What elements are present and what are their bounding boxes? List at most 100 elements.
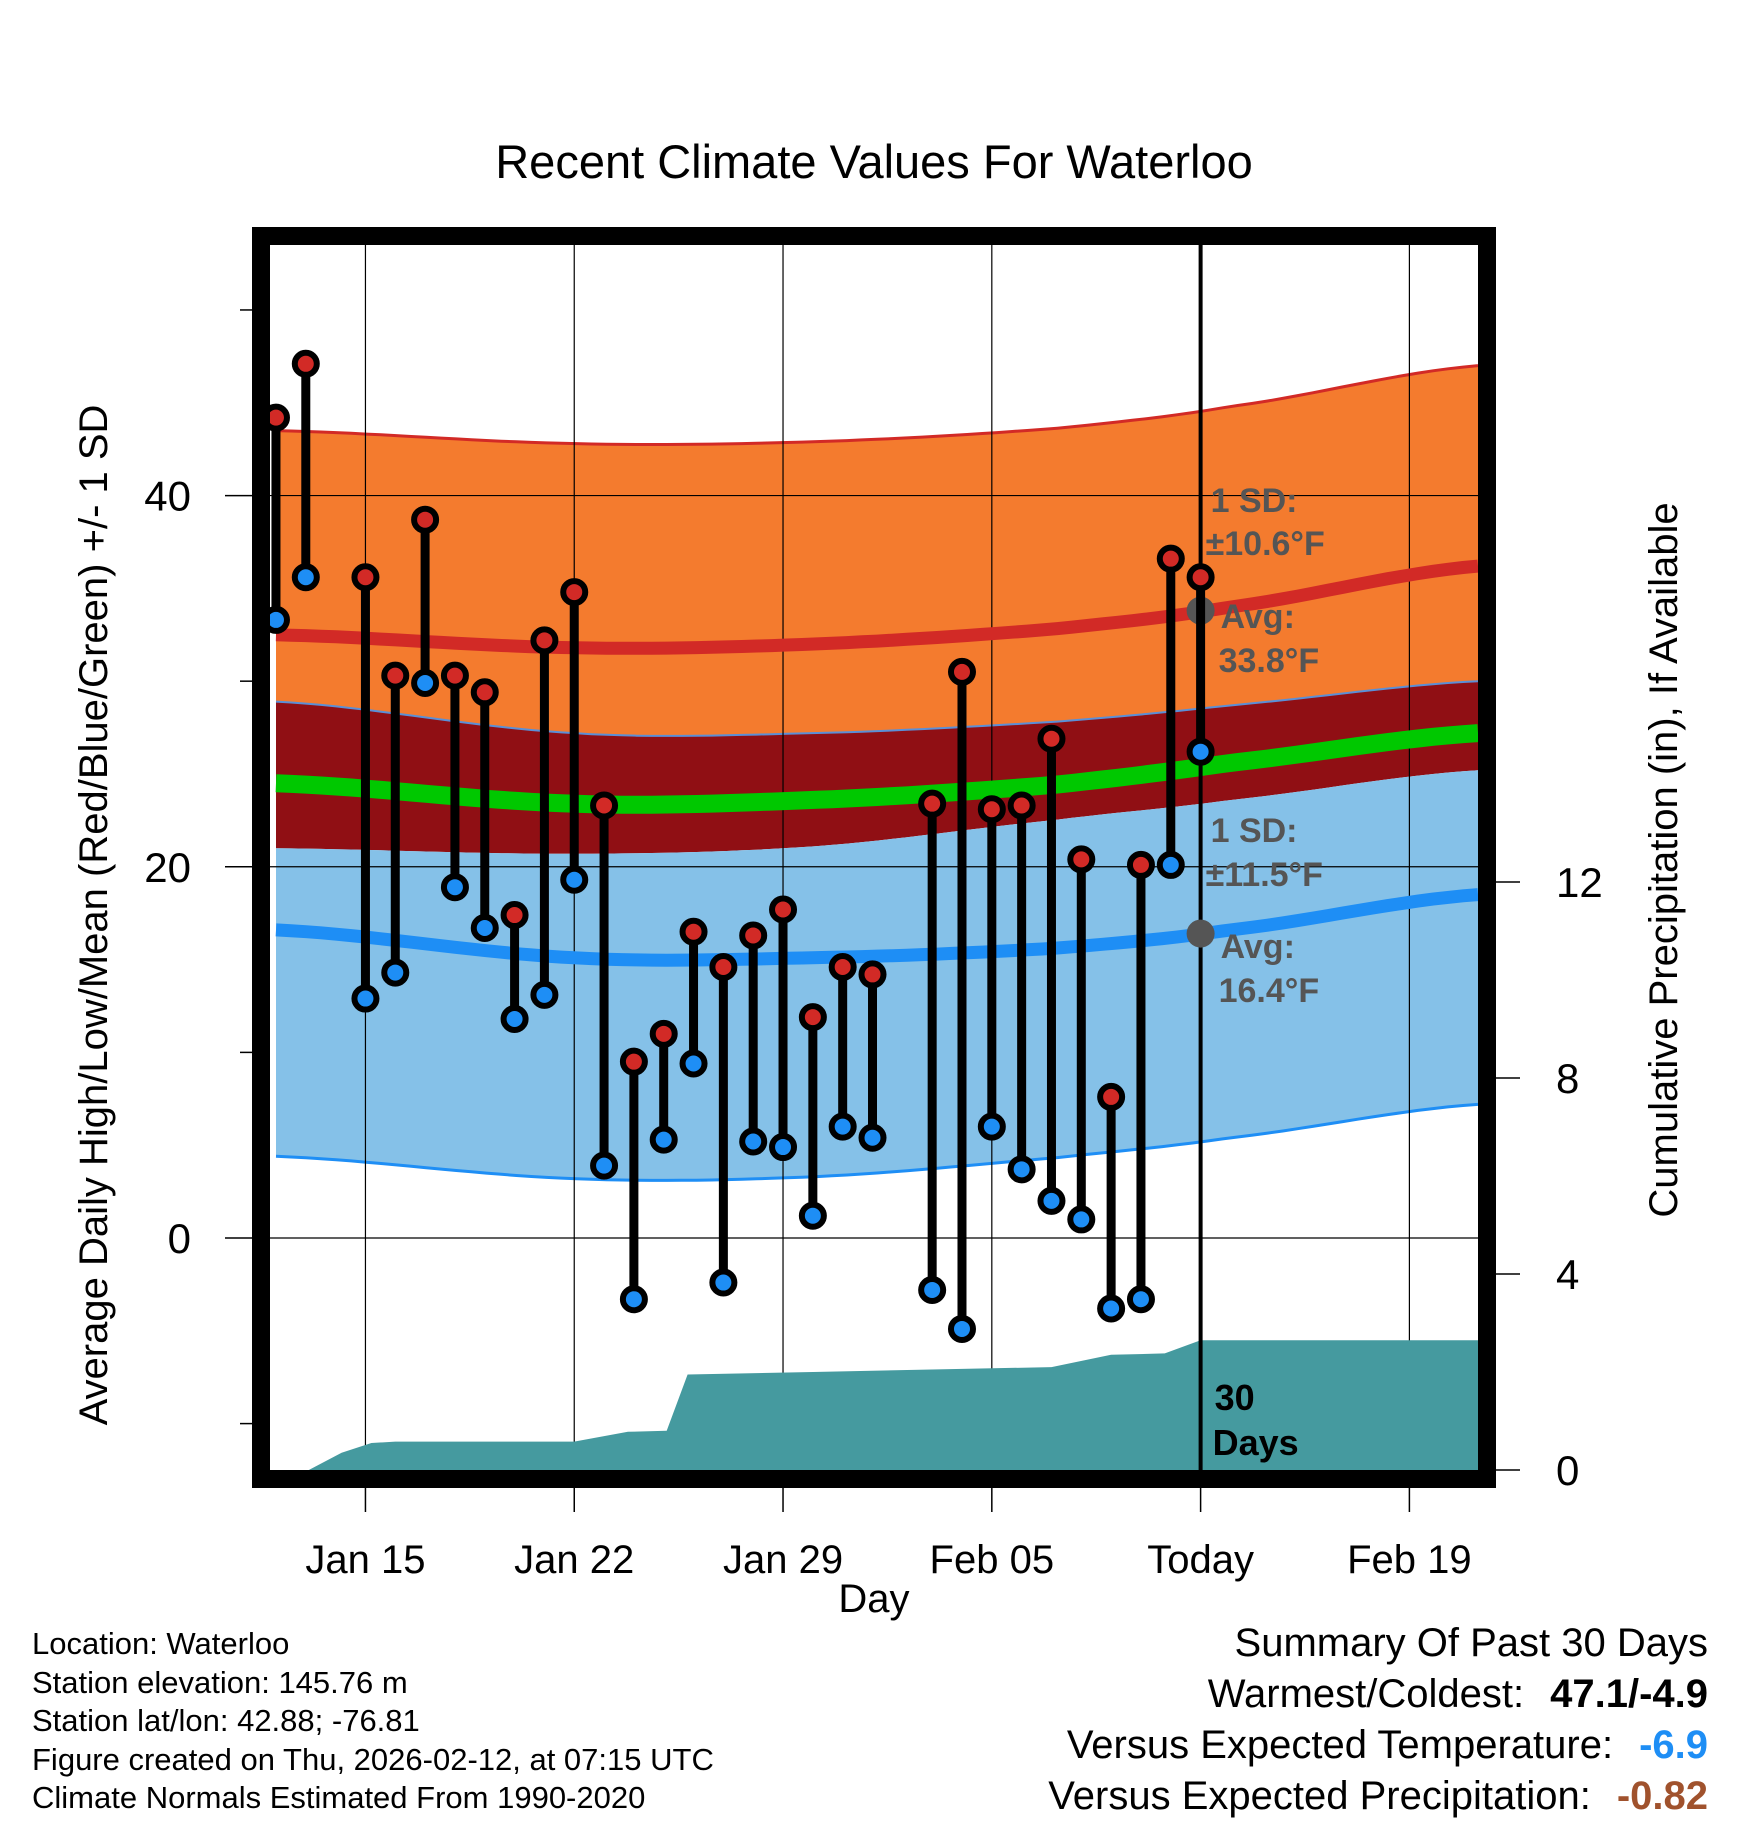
daily-low-point (739, 1127, 768, 1156)
y2-tick-label: 4 (1556, 1251, 1579, 1298)
chart-title: Recent Climate Values For Waterloo (495, 135, 1253, 188)
daily-low-point (798, 1201, 827, 1230)
latlon-text: Station lat/lon: 42.88; -76.81 (32, 1703, 420, 1738)
low-avg-label: Avg: (1221, 928, 1295, 966)
normal-low-line (275, 888, 1478, 967)
daily-high-point (739, 921, 768, 950)
x-tick-label: Feb 05 (930, 1538, 1055, 1582)
daily-high-point (1067, 845, 1096, 874)
daily-high-point (679, 917, 708, 946)
daily-low-point (590, 1151, 619, 1180)
daily-high-point (560, 578, 589, 607)
daily-high-point (470, 678, 499, 707)
daily-high-point (440, 661, 469, 690)
normal-high-line (275, 559, 1478, 655)
mean-band-upper-edge (275, 680, 1478, 737)
daily-low-point (679, 1049, 708, 1078)
daily-high-point (709, 953, 738, 982)
daily-low-point (619, 1285, 648, 1314)
y2-axis-label: Cumulative Precipitation (in), If Availa… (1642, 502, 1686, 1217)
summary-temp-row: Versus Expected Temperature: -6.9 (1048, 1720, 1708, 1771)
daily-low-point (649, 1125, 678, 1154)
y2-tick-label: 0 (1556, 1447, 1579, 1494)
daily-low-point (381, 958, 410, 987)
daily-low-point (828, 1112, 857, 1141)
y-tick-label: 40 (144, 473, 191, 520)
daily-high-point (649, 1019, 678, 1048)
daily-low-point (1067, 1205, 1096, 1234)
temp-departure-value: -6.9 (1639, 1723, 1708, 1767)
daily-high-point (590, 791, 619, 820)
days-count: 30 (1215, 1377, 1255, 1418)
daily-low-point (1037, 1186, 1066, 1215)
daily-high-point (351, 563, 380, 592)
precip-departure-value: -0.82 (1616, 1774, 1708, 1818)
y-tick-label: 0 (168, 1215, 191, 1262)
x-tick-label: Feb 19 (1347, 1538, 1472, 1582)
daily-high-point (291, 349, 320, 378)
high-avg-label: Avg: (1221, 598, 1295, 636)
high-avg-value: 33.8°F (1219, 642, 1320, 680)
y-tick-label: 20 (144, 844, 191, 891)
daily-high-point (530, 626, 559, 655)
high-sd-label: 1 SD: (1211, 482, 1298, 520)
days-label: Days (1213, 1422, 1299, 1463)
high-sd-value: ±10.6°F (1206, 525, 1325, 563)
plot-frame (252, 227, 1496, 1488)
precip-area (270, 1340, 1478, 1470)
daily-low-point (977, 1112, 1006, 1141)
daily-high-point (1156, 544, 1185, 573)
daily-high-point (619, 1047, 648, 1076)
precip-departure-label: Versus Expected Precipitation: (1048, 1774, 1591, 1818)
daily-high-point (500, 901, 529, 930)
daily-low-point (1126, 1285, 1155, 1314)
warmest-label: Warmest/Coldest: (1207, 1672, 1525, 1716)
created-text: Figure created on Thu, 2026-02-12, at 07… (32, 1741, 714, 1777)
daily-high-point (828, 953, 857, 982)
daily-high-point (769, 895, 798, 924)
x-tick-label: Jan 15 (305, 1538, 425, 1582)
low-avg-marker (1186, 919, 1215, 948)
low-sd-lower-line (275, 1102, 1478, 1182)
daily-low-point (709, 1268, 738, 1297)
daily-low-point (470, 914, 499, 943)
daily-low-point (270, 605, 290, 634)
daily-high-point (1097, 1082, 1126, 1111)
y2-tick-label: 8 (1556, 1055, 1579, 1102)
daily-low-point (1156, 850, 1185, 879)
daily-high-point (1007, 791, 1036, 820)
station-info: Location: Waterloo Station elevation: 14… (32, 1625, 714, 1818)
daily-high-point (1126, 850, 1155, 879)
daily-low-point (1097, 1294, 1126, 1323)
summary-precip-row: Versus Expected Precipitation: -0.82 (1048, 1771, 1708, 1822)
summary-warmest-row: Warmest/Coldest: 47.1/-4.9 (1048, 1669, 1708, 1720)
low-avg-value: 16.4°F (1219, 972, 1320, 1010)
daily-low-point (858, 1123, 887, 1152)
elevation-text: Station elevation: 145.76 m (32, 1664, 408, 1700)
daily-high-point (858, 960, 887, 989)
daily-high-point (798, 1003, 827, 1032)
daily-low-point (291, 563, 320, 592)
daily-high-point (270, 403, 290, 432)
daily-low-point (769, 1133, 798, 1162)
daily-high-point (977, 795, 1006, 824)
daily-high-point (411, 505, 440, 534)
daily-low-point (560, 865, 589, 894)
summary-panel: Summary Of Past 30 Days Warmest/Coldest:… (1048, 1618, 1708, 1822)
daily-high-point (1186, 563, 1215, 592)
location-text: Location: Waterloo (32, 1626, 290, 1661)
x-axis-label: Day (838, 1577, 909, 1621)
daily-series (270, 349, 1215, 1343)
normal-mean-line (275, 724, 1478, 814)
temp-departure-label: Versus Expected Temperature: (1066, 1723, 1614, 1767)
daily-low-point (918, 1275, 947, 1304)
daily-high-point (918, 789, 947, 818)
daily-high-point (1037, 724, 1066, 753)
x-tick-label: Today (1147, 1538, 1254, 1582)
plot-area: 1 SD: ±10.6°F Avg: 33.8°F 1 SD: ±11.5°F Avg: 16… (270, 245, 1478, 1470)
daily-low-point (440, 873, 469, 902)
warmest-value: 47.1/-4.9 (1550, 1672, 1708, 1716)
low-sd-label: 1 SD: (1211, 812, 1298, 850)
y-axis-label: Average Daily High/Low/Mean (Red/Blue/Gr… (72, 405, 116, 1426)
